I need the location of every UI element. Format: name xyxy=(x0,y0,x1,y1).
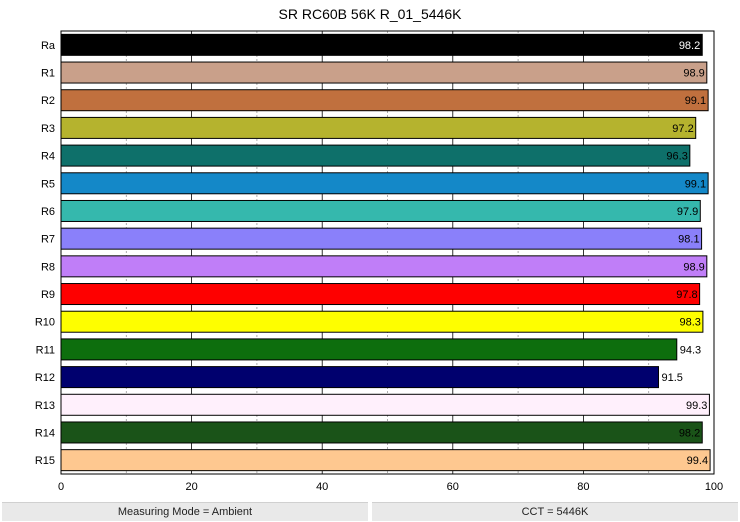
bar-r7 xyxy=(60,227,703,250)
bar-r3 xyxy=(60,116,697,139)
y-tick-label: R13 xyxy=(35,400,55,412)
y-tick-label: R5 xyxy=(41,178,55,190)
y-tick-label: R11 xyxy=(36,344,55,356)
bar-r11 xyxy=(60,338,678,361)
bar-r12 xyxy=(60,366,659,389)
bar-ra xyxy=(60,33,703,56)
y-tick-label: R2 xyxy=(41,95,55,107)
cct-status: CCT = 5446K xyxy=(372,502,738,521)
data-label: 98.3 xyxy=(679,317,700,329)
x-tick-label: 0 xyxy=(58,481,64,493)
y-tick-label: R10 xyxy=(35,317,55,329)
data-label: 94.3 xyxy=(680,344,701,356)
y-tick-label: R15 xyxy=(35,455,55,467)
bar-r8 xyxy=(60,255,708,278)
data-label: 98.1 xyxy=(678,234,699,246)
bar-r15 xyxy=(60,449,711,472)
y-tick-label: R4 xyxy=(41,151,55,163)
bar-chart: 0 20 40 60 80 100 Ra 98.2 R1 98.9 R2 99.1 R3 97.2 R4 96… xyxy=(35,30,723,493)
y-tick-label: R14 xyxy=(35,427,55,439)
data-label: 98.2 xyxy=(679,40,700,52)
data-label: 99.4 xyxy=(687,455,708,467)
bar-r10 xyxy=(60,310,704,333)
y-tick-label: R1 xyxy=(41,68,55,80)
y-tick-label: Ra xyxy=(41,40,56,52)
bar-r1 xyxy=(60,61,708,84)
x-tick-label: 20 xyxy=(185,481,197,493)
y-tick-label: R3 xyxy=(41,123,55,135)
chart-title: SR RC60B 56K R_01_5446K xyxy=(278,6,462,22)
data-label: 99.1 xyxy=(685,178,706,190)
data-label: 99.1 xyxy=(685,95,706,107)
data-label: 98.2 xyxy=(679,427,700,439)
bar-r6 xyxy=(60,199,701,222)
y-tick-label: R12 xyxy=(35,372,55,384)
bar-r5 xyxy=(60,172,709,195)
y-tick-label: R7 xyxy=(41,234,55,246)
plot-frame xyxy=(60,30,715,475)
bar-r14 xyxy=(60,421,703,444)
data-label: 99.3 xyxy=(686,400,707,412)
data-label: 91.5 xyxy=(661,372,682,384)
data-label: 96.3 xyxy=(666,151,687,163)
x-tick-label: 100 xyxy=(705,481,723,493)
x-tick-label: 40 xyxy=(316,481,328,493)
bar-r4 xyxy=(60,144,691,167)
x-tick-label: 80 xyxy=(577,481,589,493)
data-label: 97.2 xyxy=(672,123,693,135)
bar-r13 xyxy=(60,393,710,416)
data-label: 97.8 xyxy=(676,289,697,301)
y-tick-label: R6 xyxy=(41,206,55,218)
data-label: 97.9 xyxy=(677,206,698,218)
x-tick-label: 60 xyxy=(447,481,459,493)
data-label: 98.9 xyxy=(683,68,704,80)
bar-r9 xyxy=(60,283,701,306)
data-label: 98.9 xyxy=(683,261,704,273)
y-tick-label: R9 xyxy=(41,289,55,301)
bar-r2 xyxy=(60,89,709,112)
y-tick-label: R8 xyxy=(41,261,55,273)
measuring-mode-status: Measuring Mode = Ambient xyxy=(2,502,368,521)
